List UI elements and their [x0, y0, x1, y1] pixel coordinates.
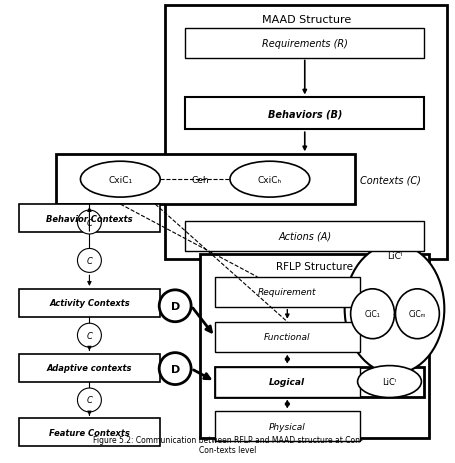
Text: MAAD Structure: MAAD Structure [261, 15, 350, 25]
Bar [215, 277, 359, 307]
Bar [185, 98, 424, 130]
Text: LiCᴵ: LiCᴵ [386, 252, 401, 261]
Text: Requirements (R): Requirements (R) [261, 38, 347, 49]
Text: D: D [170, 364, 179, 374]
Text: D: D [170, 301, 179, 311]
Text: Activity Contexts: Activity Contexts [49, 299, 130, 307]
Text: Adaptive contexts: Adaptive contexts [46, 363, 132, 372]
Text: Behaviors (B): Behaviors (B) [267, 109, 341, 119]
Bar [215, 412, 359, 441]
Ellipse shape [350, 289, 394, 339]
Ellipse shape [357, 366, 420, 398]
Bar [200, 254, 429, 438]
Text: CxiC₁: CxiC₁ [108, 175, 132, 184]
Bar [215, 367, 359, 397]
Ellipse shape [77, 249, 101, 273]
Ellipse shape [80, 162, 160, 198]
Bar [185, 29, 424, 58]
Text: Ceh: Ceh [191, 175, 208, 184]
Ellipse shape [344, 244, 443, 374]
Ellipse shape [159, 290, 191, 322]
Bar [56, 155, 354, 205]
Text: Physical: Physical [268, 422, 305, 431]
Bar [215, 322, 359, 352]
Text: CiCₘ: CiCₘ [408, 310, 425, 319]
Bar [185, 222, 424, 251]
Text: C: C [86, 396, 92, 405]
Text: Requirement: Requirement [258, 288, 316, 297]
Bar [215, 367, 424, 397]
Text: Logical: Logical [268, 377, 305, 386]
Bar [19, 354, 160, 382]
Bar [19, 419, 160, 446]
Text: Actions (A): Actions (A) [278, 232, 331, 242]
Text: CxiCₕ: CxiCₕ [257, 175, 281, 184]
Bar [165, 6, 446, 259]
Ellipse shape [77, 388, 101, 412]
Text: C: C [86, 257, 92, 265]
Text: C: C [86, 331, 92, 340]
Bar [19, 289, 160, 317]
Text: LiCᴵ: LiCᴵ [381, 377, 396, 386]
Text: C: C [86, 218, 92, 227]
Text: RFLP Structure: RFLP Structure [276, 261, 353, 271]
Ellipse shape [159, 353, 191, 385]
Ellipse shape [77, 211, 101, 234]
Text: CiC₁: CiC₁ [364, 310, 379, 319]
Bar [19, 205, 160, 232]
Text: Behavior Contexts: Behavior Contexts [46, 214, 132, 223]
Ellipse shape [229, 162, 309, 198]
Text: Figure 5.2: Communication between RFLP and MAAD structure at Con-
Con-texts leve: Figure 5.2: Communication between RFLP a… [93, 435, 362, 454]
Ellipse shape [77, 324, 101, 347]
Ellipse shape [394, 289, 438, 339]
Text: Contexts (C): Contexts (C) [359, 175, 420, 185]
Text: Functional: Functional [263, 332, 310, 341]
Text: Feature Contexts: Feature Contexts [49, 428, 130, 437]
